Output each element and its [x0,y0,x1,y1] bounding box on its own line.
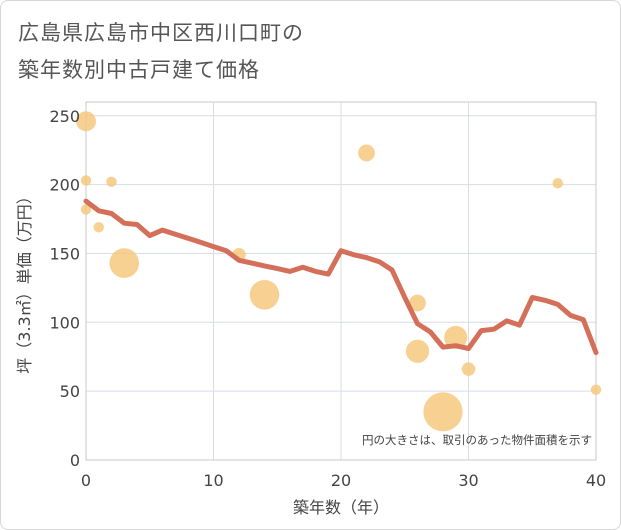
property-bubble [106,176,117,188]
chart-title-line1: 広島県広島市中区西川口町の [18,21,304,45]
x-tick-label: 0 [81,471,91,490]
y-tick-label: 200 [49,176,80,195]
bubble-layer [76,111,602,432]
property-bubble [590,384,602,395]
property-bubble [80,175,92,186]
y-tick-labels: 0 50 100 150 200 250 [49,107,80,470]
x-tick-label: 10 [203,471,223,490]
property-bubble [358,144,375,162]
x-axis-label: 築年数（年） [293,498,389,517]
property-bubble [444,325,468,350]
y-tick-label: 0 [70,451,80,470]
y-tick-label: 250 [49,107,80,126]
property-bubble [249,279,280,310]
property-bubble [423,392,463,432]
property-bubble [76,111,96,132]
x-tick-label: 30 [458,471,478,490]
property-bubble [461,362,476,376]
property-bubble [405,339,430,363]
property-bubble [93,222,104,233]
property-bubble [80,204,92,215]
chart-title-line2: 築年数別中古戸建て価格 [18,58,260,82]
average-price-line [83,198,599,356]
x-tick-label: 40 [586,471,606,490]
y-tick-label: 100 [49,313,80,332]
bubble-size-note: 円の大きさは、取引のあった物件面積を示す [362,433,592,447]
y-tick-label: 50 [60,382,80,401]
property-bubble [109,248,140,278]
property-bubble [552,178,563,189]
y-axis-label: 坪（3.3㎡）単価（万円） [15,188,34,373]
x-tick-label: 20 [331,471,351,490]
property-bubble [409,294,426,312]
plot-frame [85,101,597,461]
grid-lines [85,102,597,461]
y-tick-label: 150 [49,244,80,263]
x-tick-labels: 0 10 20 30 40 [81,471,606,490]
